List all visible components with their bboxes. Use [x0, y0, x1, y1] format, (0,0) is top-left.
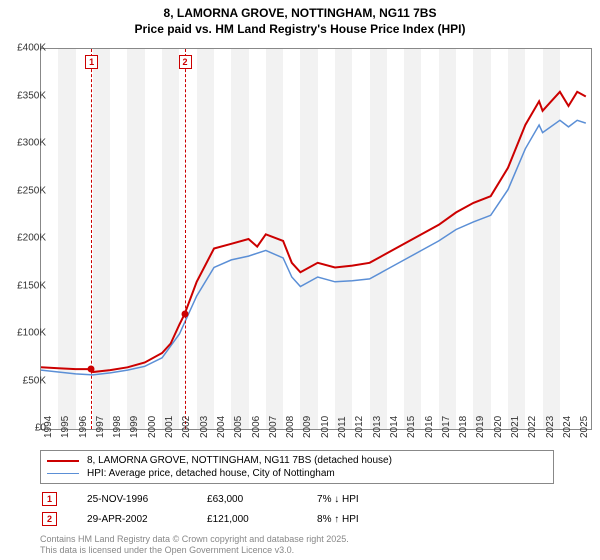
- marker-vline: [185, 49, 186, 429]
- x-axis-label: 2002: [181, 416, 192, 438]
- footer-attribution: Contains HM Land Registry data © Crown c…: [40, 534, 349, 557]
- x-axis-label: 2013: [372, 416, 383, 438]
- marker-dot: [181, 311, 188, 318]
- x-axis-label: 2020: [493, 416, 504, 438]
- x-axis-label: 2012: [354, 416, 365, 438]
- x-axis-label: 2007: [268, 416, 279, 438]
- x-axis-label: 1998: [112, 416, 123, 438]
- title-line2: Price paid vs. HM Land Registry's House …: [135, 22, 466, 36]
- x-axis-label: 2022: [527, 416, 538, 438]
- x-axis-label: 2019: [475, 416, 486, 438]
- x-axis-label: 2014: [389, 416, 400, 438]
- chart-plot-area: 12: [40, 48, 592, 430]
- x-axis-label: 2018: [458, 416, 469, 438]
- legend-label-red: 8, LAMORNA GROVE, NOTTINGHAM, NG11 7BS (…: [87, 455, 392, 466]
- marker-price-1: £63,000: [207, 494, 287, 505]
- legend-swatch-blue: [47, 473, 79, 475]
- x-axis-label: 2025: [579, 416, 590, 438]
- marker-date-2: 29-APR-2002: [87, 514, 177, 525]
- x-axis-label: 2005: [233, 416, 244, 438]
- x-axis-label: 1999: [129, 416, 140, 438]
- title-line1: 8, LAMORNA GROVE, NOTTINGHAM, NG11 7BS: [164, 6, 437, 20]
- x-axis-label: 1995: [60, 416, 71, 438]
- x-axis-label: 2006: [251, 416, 262, 438]
- marker-info-2: 2 29-APR-2002 £121,000 8% ↑ HPI: [42, 512, 359, 526]
- x-axis-label: 2017: [441, 416, 452, 438]
- y-axis-label: £0: [8, 423, 46, 434]
- x-axis-label: 2000: [147, 416, 158, 438]
- y-axis-label: £100K: [8, 328, 46, 339]
- y-axis-label: £300K: [8, 138, 46, 149]
- marker-price-2: £121,000: [207, 514, 287, 525]
- x-axis-label: 2010: [320, 416, 331, 438]
- x-axis-label: 1996: [78, 416, 89, 438]
- legend-item-blue: HPI: Average price, detached house, City…: [47, 467, 547, 480]
- legend-label-blue: HPI: Average price, detached house, City…: [87, 468, 335, 479]
- legend-swatch-red: [47, 460, 79, 462]
- marker-delta-1: 7% ↓ HPI: [317, 494, 359, 505]
- x-axis-label: 2015: [406, 416, 417, 438]
- chart-lines: [41, 49, 591, 429]
- hpi-line: [41, 120, 586, 375]
- marker-chart-badge: 1: [85, 55, 98, 69]
- y-axis-label: £150K: [8, 280, 46, 291]
- legend-box: 8, LAMORNA GROVE, NOTTINGHAM, NG11 7BS (…: [40, 450, 554, 484]
- footer-line1: Contains HM Land Registry data © Crown c…: [40, 534, 349, 544]
- y-axis-label: £250K: [8, 185, 46, 196]
- marker-info-1: 1 25-NOV-1996 £63,000 7% ↓ HPI: [42, 492, 359, 506]
- x-axis-label: 2009: [302, 416, 313, 438]
- price-paid-line: [41, 92, 586, 372]
- marker-chart-badge: 2: [179, 55, 192, 69]
- y-axis-label: £50K: [8, 375, 46, 386]
- x-axis-label: 2023: [545, 416, 556, 438]
- marker-dot: [88, 366, 95, 373]
- y-axis-label: £350K: [8, 90, 46, 101]
- x-axis-label: 2024: [562, 416, 573, 438]
- x-axis-label: 2011: [337, 416, 348, 438]
- x-axis-label: 2016: [424, 416, 435, 438]
- marker-badge-1: 1: [42, 492, 57, 506]
- footer-line2: This data is licensed under the Open Gov…: [40, 545, 294, 555]
- y-axis-label: £200K: [8, 233, 46, 244]
- marker-delta-2: 8% ↑ HPI: [317, 514, 359, 525]
- x-axis-label: 2008: [285, 416, 296, 438]
- x-axis-label: 2004: [216, 416, 227, 438]
- marker-badge-2: 2: [42, 512, 57, 526]
- y-axis-label: £400K: [8, 43, 46, 54]
- x-axis-label: 2003: [199, 416, 210, 438]
- x-axis-label: 2021: [510, 416, 521, 438]
- x-axis-label: 1997: [95, 416, 106, 438]
- x-axis-label: 1994: [43, 416, 54, 438]
- marker-date-1: 25-NOV-1996: [87, 494, 177, 505]
- chart-title: 8, LAMORNA GROVE, NOTTINGHAM, NG11 7BS P…: [0, 0, 600, 37]
- x-axis-label: 2001: [164, 416, 175, 438]
- legend-item-red: 8, LAMORNA GROVE, NOTTINGHAM, NG11 7BS (…: [47, 454, 547, 467]
